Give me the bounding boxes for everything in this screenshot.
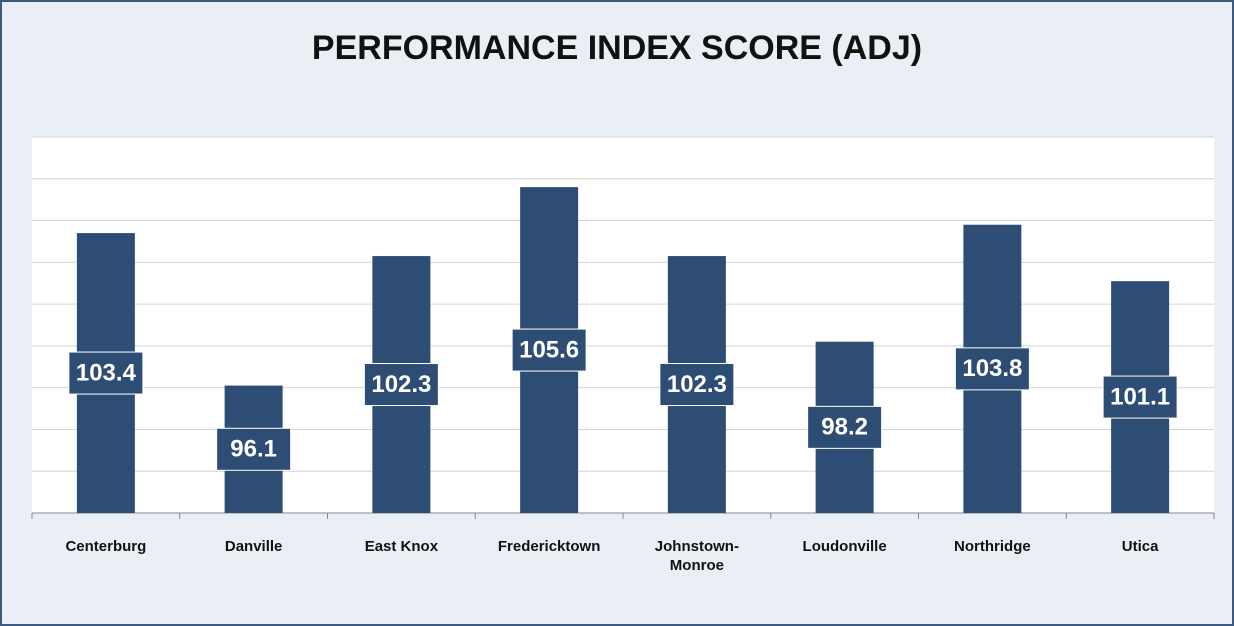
value-label: 103.8	[962, 355, 1022, 382]
x-tick-label: Centerburg	[65, 538, 147, 555]
value-label-box	[363, 363, 439, 407]
value-label-box	[511, 328, 587, 372]
value-label: 102.3	[667, 371, 727, 398]
x-tick-label: Northridge	[954, 538, 1031, 555]
x-tick-label: Loudonville	[802, 538, 887, 555]
value-label: 103.4	[76, 359, 137, 386]
x-tick-label: Fredericktown	[497, 538, 601, 555]
x-tick-label: Utica	[1121, 538, 1159, 555]
value-label-box	[1102, 375, 1178, 419]
value-label: 101.1	[1110, 383, 1170, 410]
x-tick-label: Danville	[224, 538, 283, 555]
value-label: 105.6	[519, 336, 579, 363]
value-label: 96.1	[230, 436, 277, 463]
chart-title: PERFORMANCE INDEX SCORE (ADJ)	[312, 29, 922, 67]
plot-area	[32, 137, 1214, 513]
value-label-box	[216, 427, 292, 471]
value-label: 98.2	[821, 414, 868, 441]
value-label-box	[954, 347, 1030, 391]
x-tick-label: Johnstown-Monroe	[654, 538, 739, 574]
value-label-box	[68, 351, 144, 395]
x-tick-label: East Knox	[364, 538, 439, 555]
value-label: 102.3	[371, 371, 431, 398]
value-label-box	[807, 405, 883, 449]
value-label-box	[659, 363, 735, 407]
